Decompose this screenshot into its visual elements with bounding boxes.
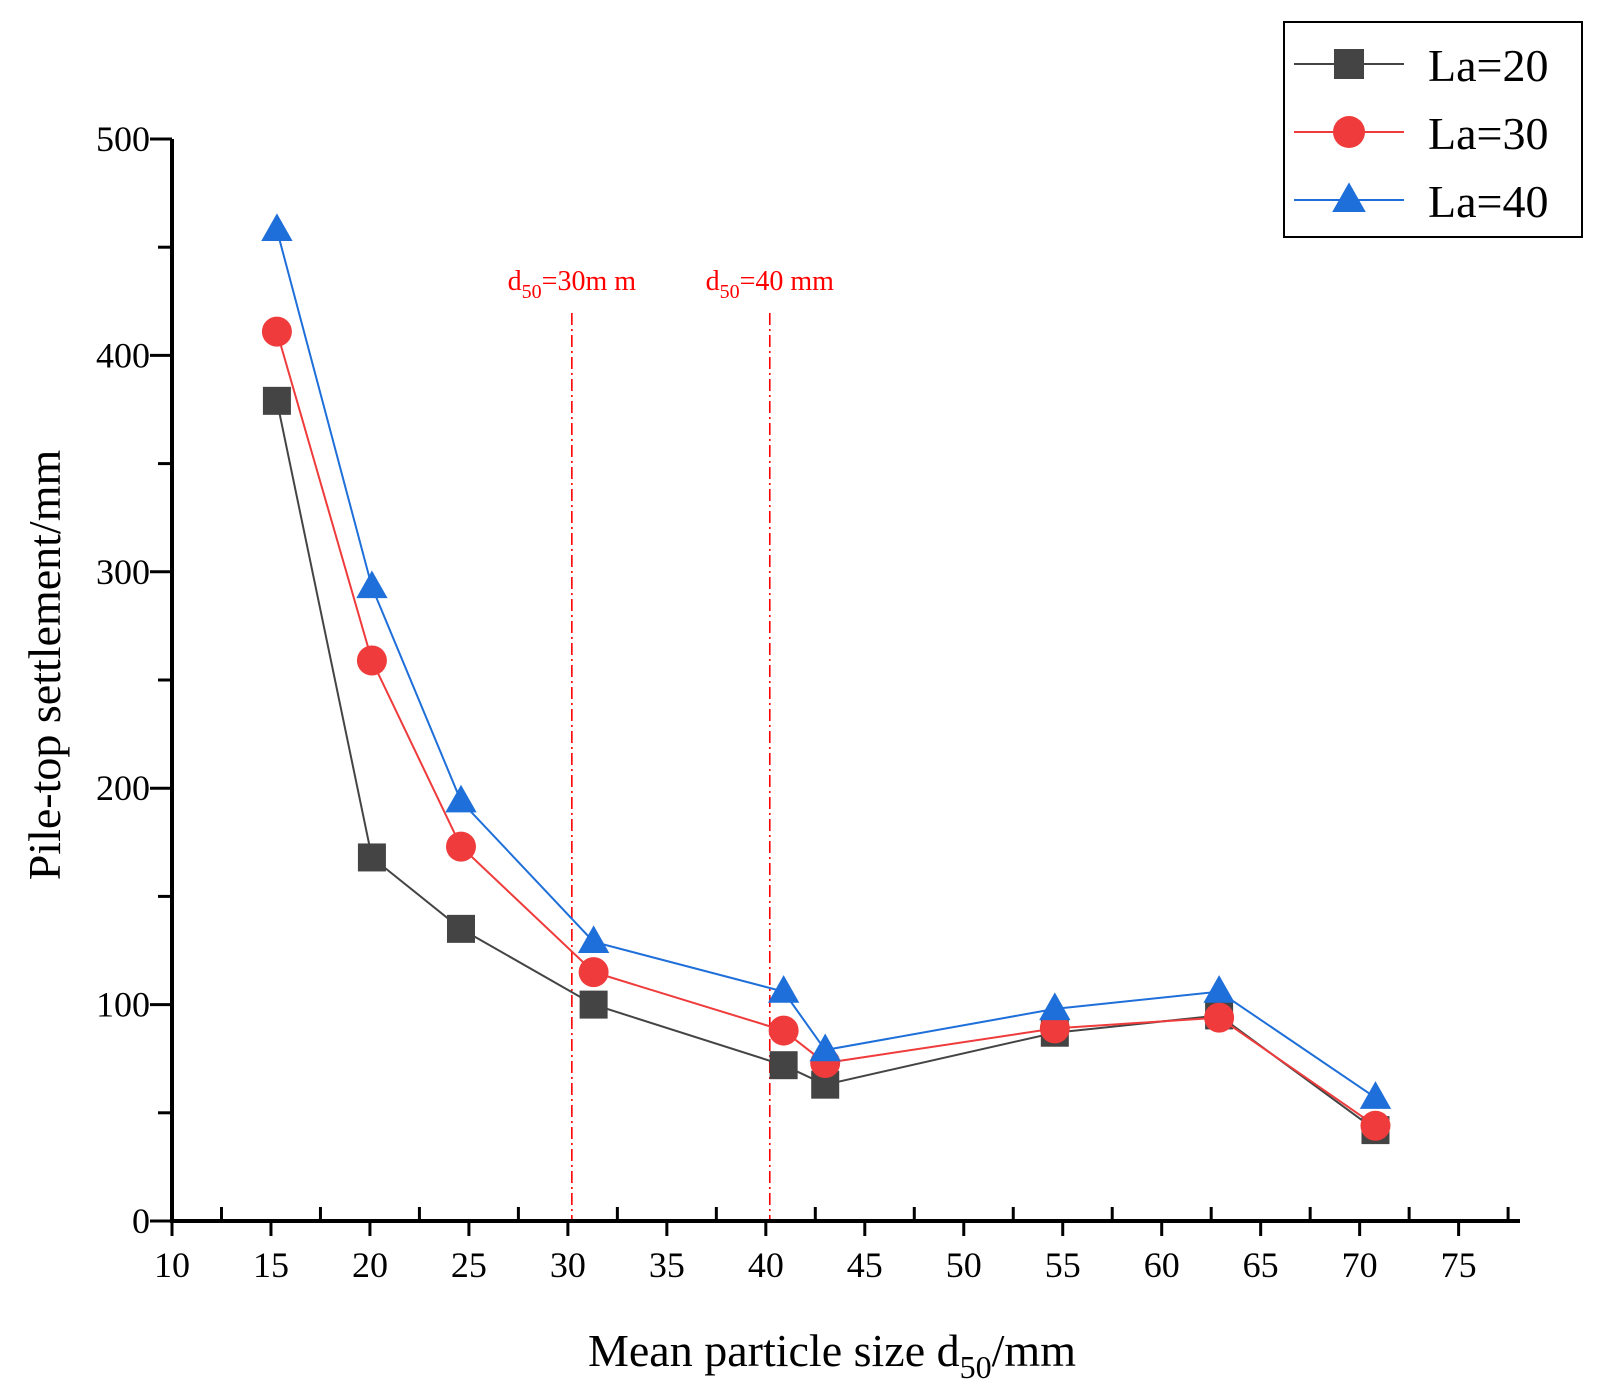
data-point (767, 975, 800, 1003)
data-point (1359, 1081, 1392, 1109)
legend: La=20 La=30 La=40 (1283, 21, 1583, 238)
x-tick-label: 40 (748, 1245, 784, 1285)
x-tick-label: 60 (1144, 1245, 1180, 1285)
x-tick-label: 55 (1045, 1245, 1081, 1285)
data-point (1039, 1013, 1070, 1044)
data-point (446, 914, 475, 943)
y-tick-label: 0 (132, 1201, 150, 1241)
x-tick-label: 70 (1342, 1245, 1378, 1285)
x-tick-label: 65 (1243, 1245, 1279, 1285)
x-tick-label: 15 (253, 1245, 289, 1285)
series-La=40 (261, 213, 1392, 1109)
axes: 10 15 20 25 30 35 40 45 50 55 60 65 70 75 0 100 200 300 40… (96, 119, 1520, 1285)
y-tick-label: 100 (96, 985, 150, 1025)
x-tick-label: 50 (946, 1245, 982, 1285)
series-layer (261, 213, 1392, 1145)
y-tick-label: 300 (96, 552, 150, 592)
data-point (445, 784, 477, 813)
data-point (356, 570, 388, 599)
data-point (579, 990, 608, 1019)
legend-label: La=40 (1428, 176, 1548, 227)
data-point (577, 925, 610, 954)
data-point (262, 386, 291, 415)
data-point (261, 316, 292, 347)
data-point (357, 843, 386, 872)
reference-line-label: d50=30m m (508, 266, 637, 303)
data-point (1203, 975, 1235, 1003)
x-axis-title: Mean particle size d50/mm (588, 1325, 1076, 1385)
y-axis-title: Pile-top settlement/mm (19, 450, 70, 881)
data-point (768, 1015, 799, 1046)
legend-label: La=30 (1428, 108, 1548, 159)
x-tick-label: 35 (649, 1245, 685, 1285)
x-tick-label: 75 (1441, 1245, 1477, 1285)
legend-marker (1334, 49, 1364, 79)
series-La=30 (261, 316, 1391, 1141)
legend-label: La=20 (1428, 40, 1548, 91)
reference-lines: d50=30m m d50=40 mm (508, 266, 835, 1221)
y-tick-label: 200 (96, 768, 150, 808)
data-point (261, 213, 293, 242)
data-point (769, 1051, 798, 1080)
y-tick-label: 500 (96, 119, 150, 159)
data-point (1039, 992, 1071, 1021)
data-point (356, 645, 387, 676)
legend-marker (1332, 182, 1366, 212)
reference-line-label: d50=40 mm (706, 266, 835, 303)
x-tick-label: 10 (154, 1245, 190, 1285)
series-line (275, 229, 1377, 1099)
x-tick-label: 30 (550, 1245, 586, 1285)
x-tick-label: 45 (847, 1245, 883, 1285)
y-tick-label: 400 (96, 335, 150, 375)
legend-marker (1333, 116, 1365, 148)
data-point (1360, 1110, 1391, 1141)
x-tick-label: 20 (352, 1245, 388, 1285)
data-point (578, 957, 609, 988)
data-point (809, 1033, 841, 1062)
data-point (445, 831, 476, 862)
data-point (1204, 1002, 1235, 1033)
x-tick-label: 25 (451, 1245, 487, 1285)
